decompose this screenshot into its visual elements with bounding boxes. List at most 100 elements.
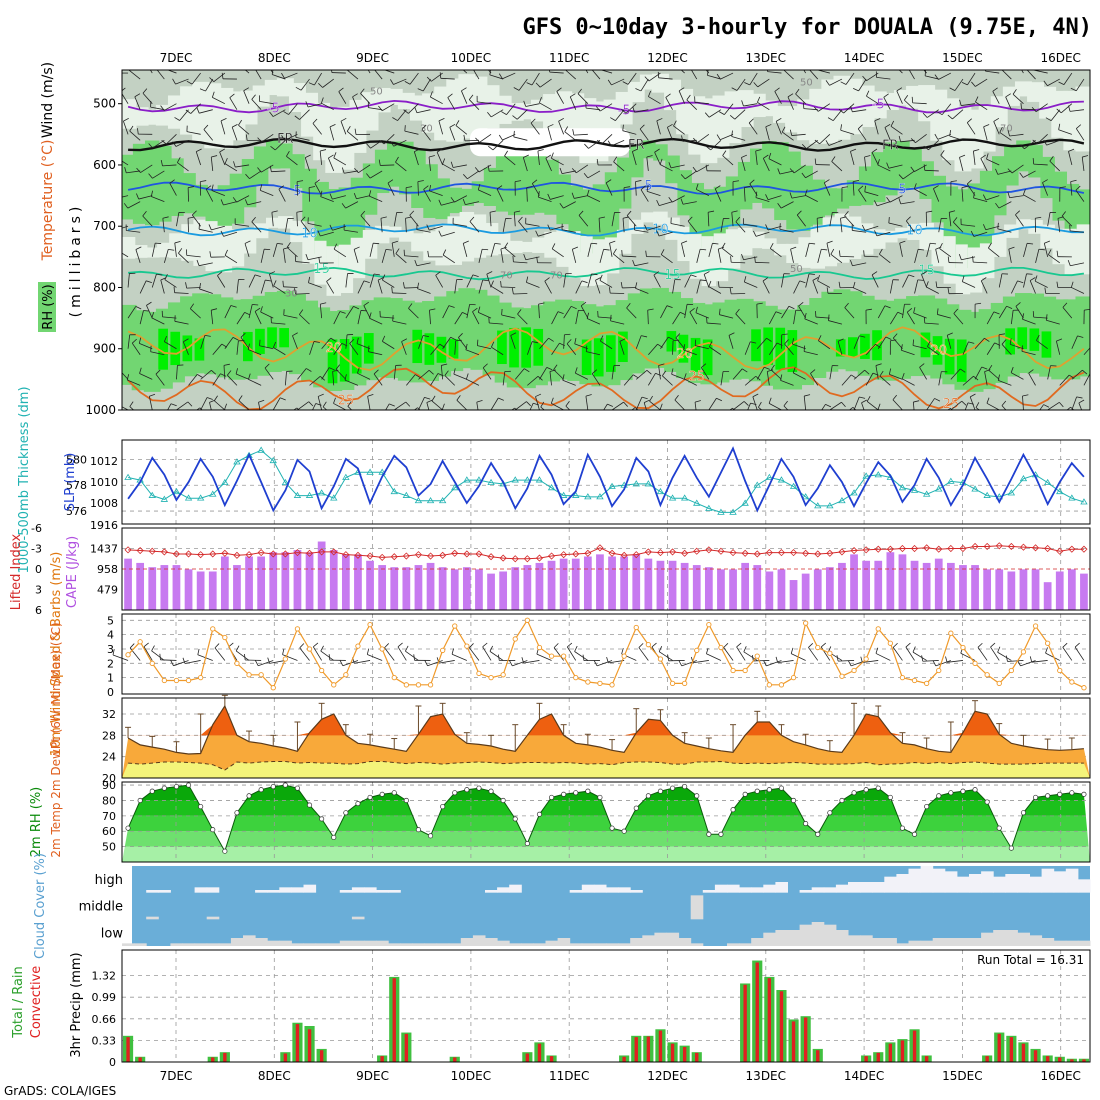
rh-band — [122, 815, 1090, 832]
wind-barb — [247, 201, 262, 206]
wind-barb — [205, 78, 214, 92]
wind-barb — [113, 67, 114, 73]
cloud-low-bar — [654, 932, 667, 946]
wind-barb — [639, 128, 649, 141]
cape-bar — [1019, 569, 1028, 610]
wind-barb — [187, 218, 189, 233]
wind-barb — [269, 271, 276, 275]
wind-barb — [765, 126, 770, 141]
wind-barb — [716, 134, 721, 140]
wind-barb — [129, 406, 135, 410]
surface-wind-barb — [935, 660, 951, 667]
cloud-low-bar — [230, 938, 244, 946]
wind-barb — [490, 243, 496, 257]
wind-barb — [1001, 400, 1007, 406]
wind-barb — [906, 216, 911, 222]
rh-dry-patch — [507, 240, 523, 254]
wind-barb — [896, 87, 903, 92]
rh-moist-patch — [278, 143, 293, 169]
wind-barb — [981, 366, 988, 370]
wind-barb — [148, 143, 153, 149]
wind-barb — [135, 306, 142, 310]
wind-barb — [574, 195, 588, 199]
wind-barb — [627, 72, 637, 85]
wind-barb — [356, 343, 371, 350]
wind-barb — [605, 182, 613, 196]
wind-barb — [296, 212, 298, 227]
thickness-marker — [584, 493, 592, 500]
cloud-low-bar — [884, 938, 897, 946]
wind-speed-marker — [306, 646, 313, 652]
wind-barb — [358, 164, 371, 174]
surface-wind-barb — [1062, 647, 1073, 661]
wind-barb — [551, 342, 560, 355]
wind-barb — [898, 70, 903, 74]
li-marker — [995, 542, 1003, 550]
wind-barb — [329, 193, 333, 200]
isotherm-label: 15 — [313, 262, 330, 277]
wind-barb — [564, 131, 576, 141]
rh-moist-patch — [265, 140, 281, 169]
wind-speed-marker — [573, 675, 579, 681]
wind-barb — [816, 218, 819, 233]
wind-barb — [405, 218, 407, 233]
wind-barb — [151, 317, 165, 325]
wind-barb — [344, 170, 359, 174]
wind-barb — [681, 243, 686, 257]
wind-barb — [609, 287, 611, 294]
rh-dry-patch — [253, 223, 269, 239]
cloud-low-bar — [872, 938, 885, 946]
wind-barb — [426, 402, 430, 410]
wind-barb — [1047, 78, 1060, 87]
wind-barb — [997, 228, 1012, 233]
wind-barb — [353, 249, 359, 263]
precip-convective-bar — [779, 991, 784, 1062]
cloud-low-bar — [134, 943, 147, 946]
rh-marker — [839, 797, 845, 804]
wind-barb — [331, 70, 333, 73]
wind-barb — [861, 402, 865, 410]
li-tick-label: 3 — [35, 584, 42, 597]
wind-barb — [586, 318, 601, 325]
date-label-top: 7DEC — [160, 51, 193, 65]
isotherm-line — [127, 366, 1085, 410]
precip-convective-bar — [743, 984, 747, 1062]
wind-barb — [962, 375, 974, 386]
cape-bar — [983, 569, 992, 610]
wind-speed-marker — [439, 647, 446, 654]
wind-barb — [910, 138, 916, 143]
wind-barb — [673, 125, 685, 135]
wind-barb — [523, 100, 527, 107]
wind-barb — [748, 122, 758, 135]
wind-barb — [192, 210, 197, 216]
wind-barb — [654, 152, 661, 166]
surface-wind-barb — [267, 657, 270, 664]
wind-barb — [295, 261, 310, 264]
surface-wind-barb — [990, 646, 1000, 661]
cloud-low-bar — [255, 938, 268, 946]
wind-barb — [537, 149, 544, 152]
wind-barb — [369, 195, 383, 202]
wind-barb — [596, 159, 599, 166]
wind-barb — [940, 150, 945, 156]
surface-wind-barb — [574, 645, 578, 652]
wind-barb — [526, 401, 531, 407]
wind-barb — [294, 288, 296, 295]
wind-barb — [768, 158, 782, 166]
wind-barb — [244, 240, 251, 244]
wind-barb — [435, 275, 443, 288]
wind-barb — [338, 91, 347, 104]
isotherm-line — [127, 99, 1084, 114]
wind-barb — [748, 118, 754, 124]
wind-barb — [338, 87, 344, 92]
surface-wind-barb — [997, 646, 1001, 653]
wind-barb — [404, 255, 419, 258]
wind-barb — [795, 88, 800, 95]
wind-barb — [1026, 64, 1030, 69]
wind-barb — [456, 399, 468, 410]
li-marker — [1056, 547, 1064, 555]
wind-barb — [223, 231, 238, 237]
wind-barb — [622, 255, 637, 258]
rh-dry-patch — [580, 235, 596, 286]
